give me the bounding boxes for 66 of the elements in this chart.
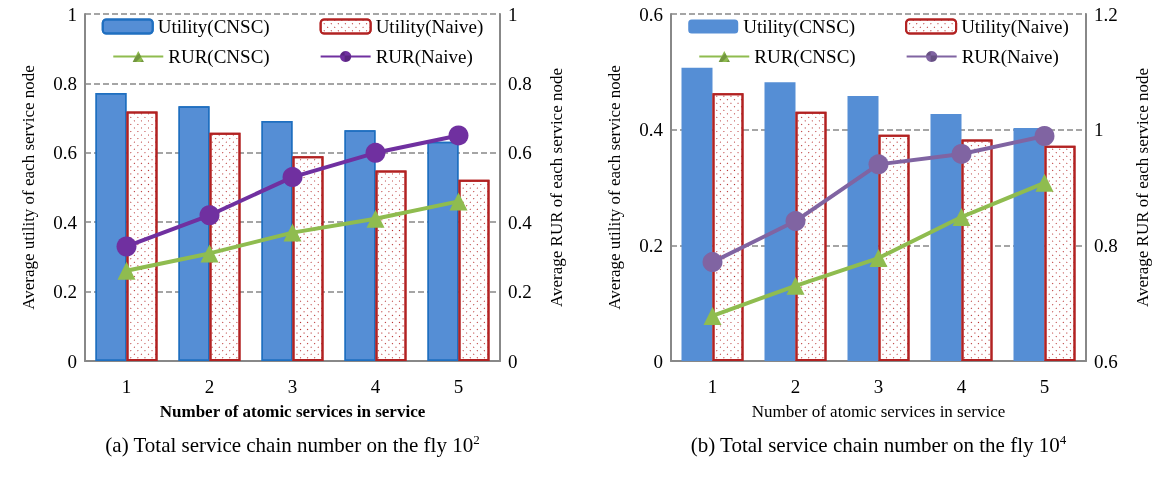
x-tick-label: 4 [956,376,967,397]
y-tick-label: 0.2 [639,234,663,256]
y-tick-label: 0.2 [53,281,77,303]
point [200,244,219,263]
text: (b) Total service chain number on the fly 10$^{4}$ [689,432,1068,458]
y-tick-label: 0.6 [53,142,77,164]
point [785,211,806,232]
point [1035,173,1054,192]
y-tick-label: 1 [67,3,77,25]
point [702,252,723,273]
point [283,223,302,242]
x-tick-label: 3 [287,376,298,397]
point [1034,126,1055,147]
y2-tick-label: 0.8 [1094,234,1118,256]
point [951,143,972,164]
point [952,207,971,226]
legend-label: Utility(Naive) [961,16,1069,38]
point [869,249,888,268]
point [868,154,889,175]
y-tick-label: 0 [67,350,77,372]
y-axis-title: Average utility of each service node [605,65,624,310]
point [786,276,805,295]
point [449,192,468,211]
y2-tick-label: 1 [508,3,518,25]
point [116,236,137,257]
point [365,142,386,163]
y2-tick-label: 0 [508,350,518,372]
point [117,261,136,280]
x-axis-title: Number of atomic services in service [751,402,1006,421]
y2-axis-title: Average RUR of each service node [547,68,566,307]
legend-label: RUR(Naive) [375,46,473,68]
x-tick-label: 5 [1039,376,1050,397]
x-tick-label: 1 [707,376,718,397]
x-tick-label: 1 [121,376,132,397]
y2-axis-title: Average RUR of each service node [1133,68,1152,307]
y-axis-title: Average utility of each service node [19,65,38,310]
y-tick-label: 0.6 [639,3,663,25]
y-tick-label: 0 [653,350,663,372]
legend-label: Utility(CNSC) [743,16,856,38]
y2-tick-label: 1.2 [1094,3,1118,25]
y2-tick-label: 0.4 [508,211,533,233]
legend-label: RUR(Naive) [961,46,1059,68]
point [282,167,303,188]
y2-tick-label: 1 [1094,119,1104,141]
point [448,125,469,146]
x-tick-label: 2 [204,376,215,397]
x-axis-title: Number of atomic services in service [159,402,426,421]
y2-tick-label: 0.6 [508,142,532,164]
y2-tick-label: 0.2 [508,281,532,303]
legend-label: Utility(Naive) [375,16,484,38]
x-tick-label: 5 [453,376,464,397]
y-tick-label: 0.4 [53,211,78,233]
x-tick-label: 2 [790,376,801,397]
legend-label: Utility(CNSC) [157,16,270,38]
y-tick-label: 0.8 [53,72,77,94]
text: (a) Total service chain number on the fly 10$^{2}$ [104,432,481,458]
y2-tick-label: 0.8 [508,72,532,94]
y2-tick-label: 0.6 [1094,350,1118,372]
y-tick-label: 0.4 [639,119,664,141]
x-tick-label: 4 [370,376,381,397]
legend-label: RUR(CNSC) [168,46,270,68]
point [703,306,722,325]
point [199,205,220,226]
legend-label: RUR(CNSC) [754,46,856,68]
point [366,209,385,228]
x-tick-label: 3 [873,376,884,397]
